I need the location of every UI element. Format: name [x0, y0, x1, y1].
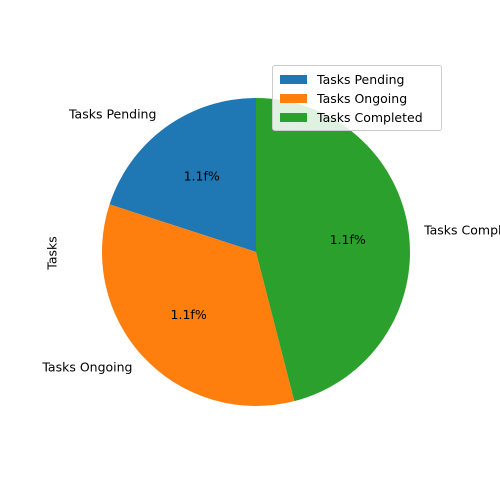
- legend-label-pending: Tasks Pending: [317, 72, 405, 87]
- legend-item-pending: Tasks Pending: [279, 70, 435, 89]
- legend-swatch-pending: [280, 75, 307, 84]
- slice-percent-tasks-ongoing: 1.1f%: [171, 307, 207, 322]
- legend-swatch-completed: [280, 113, 307, 122]
- pie-slice-tasks-pending: [109, 98, 257, 252]
- slice-category-labels: Tasks Pending Tasks Ongoing Tasks Complete…: [41, 106, 500, 374]
- slice-label-tasks-pending: Tasks Pending: [68, 106, 156, 121]
- legend-label-ongoing: Tasks Ongoing: [317, 91, 408, 106]
- slice-percent-tasks-pending: 1.1f%: [184, 169, 220, 184]
- slice-label-tasks-completed: Tasks Completed: [423, 222, 500, 237]
- legend-item-ongoing: Tasks Ongoing: [279, 89, 435, 108]
- legend: Tasks Pending Tasks Ongoing Tasks Comple…: [272, 65, 442, 131]
- slice-label-tasks-ongoing: Tasks Ongoing: [41, 359, 132, 374]
- legend-swatch-ongoing: [280, 94, 307, 103]
- legend-item-completed: Tasks Completed: [279, 108, 435, 127]
- y-axis-label: Tasks: [45, 236, 60, 271]
- pie-slices: [102, 98, 411, 406]
- slice-percent-tasks-completed: 1.1f%: [330, 232, 366, 247]
- legend-label-completed: Tasks Completed: [317, 110, 423, 125]
- slice-percent-labels: 1.1f% 1.1f% 1.1f%: [171, 169, 366, 322]
- pie-slice-tasks-completed: [256, 98, 411, 402]
- pie-slice-tasks-ongoing: [102, 204, 295, 406]
